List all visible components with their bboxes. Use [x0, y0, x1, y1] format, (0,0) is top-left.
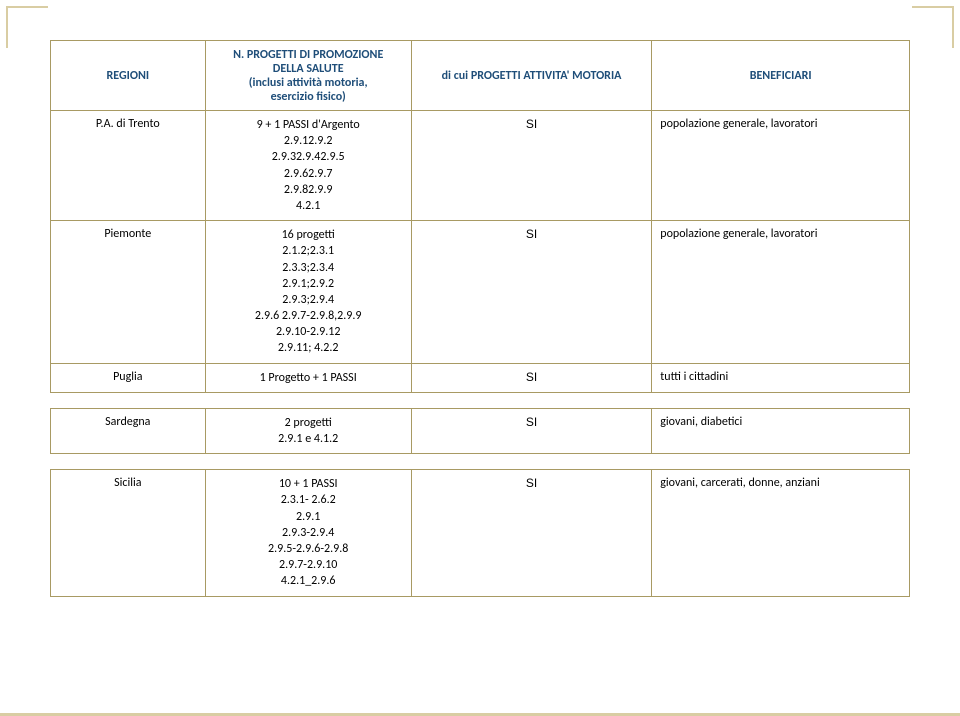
- table-body: P.A. di Trento9 + 1 PASSI d'Argento2.9.1…: [51, 111, 910, 597]
- table-row: Sardegna2 progetti2.9.1 e 4.1.2SIgiovani…: [51, 408, 910, 453]
- cell-beneficiari: popolazione generale, lavoratori: [652, 111, 910, 221]
- table-row: Puglia1 Progetto + 1 PASSISItutti i citt…: [51, 363, 910, 392]
- cell-beneficiari: giovani, diabetici: [652, 408, 910, 453]
- cell-attivita: SI: [411, 221, 652, 364]
- header-regioni: REGIONI: [51, 41, 206, 111]
- spacer-row: [51, 392, 910, 408]
- header-beneficiari: BENEFICIARI: [652, 41, 910, 111]
- cell-attivita: SI: [411, 363, 652, 392]
- cell-progetti: 9 + 1 PASSI d'Argento2.9.12.9.22.9.32.9.…: [205, 111, 411, 221]
- cell-progetti: 10 + 1 PASSI2.3.1- 2.6.22.9.12.9.3-2.9.4…: [205, 470, 411, 596]
- cell-region: Puglia: [51, 363, 206, 392]
- cell-attivita: SI: [411, 470, 652, 596]
- projects-table: REGIONI N. PROGETTI DI PROMOZIONE DELLA …: [50, 40, 910, 597]
- header-progetti: N. PROGETTI DI PROMOZIONE DELLA SALUTE (…: [205, 41, 411, 111]
- cell-region: Sicilia: [51, 470, 206, 596]
- cell-progetti: 1 Progetto + 1 PASSI: [205, 363, 411, 392]
- table-row: Piemonte16 progetti2.1.2;2.3.12.3.3;2.3.…: [51, 221, 910, 364]
- corner-decoration-tr: [912, 6, 954, 48]
- cell-region: Piemonte: [51, 221, 206, 364]
- cell-progetti: 2 progetti2.9.1 e 4.1.2: [205, 408, 411, 453]
- table-row: Sicilia10 + 1 PASSI2.3.1- 2.6.22.9.12.9.…: [51, 470, 910, 596]
- header-attivita: di cui PROGETTI ATTIVITA' MOTORIA: [411, 41, 652, 111]
- corner-decoration-tl: [6, 6, 48, 48]
- cell-region: Sardegna: [51, 408, 206, 453]
- cell-region: P.A. di Trento: [51, 111, 206, 221]
- cell-progetti: 16 progetti2.1.2;2.3.12.3.3;2.3.42.9.1;2…: [205, 221, 411, 364]
- spacer-row: [51, 454, 910, 470]
- cell-beneficiari: giovani, carcerati, donne, anziani: [652, 470, 910, 596]
- cell-beneficiari: tutti i cittadini: [652, 363, 910, 392]
- cell-attivita: SI: [411, 111, 652, 221]
- table-row: P.A. di Trento9 + 1 PASSI d'Argento2.9.1…: [51, 111, 910, 221]
- table-header-row: REGIONI N. PROGETTI DI PROMOZIONE DELLA …: [51, 41, 910, 111]
- cell-beneficiari: popolazione generale, lavoratori: [652, 221, 910, 364]
- cell-attivita: SI: [411, 408, 652, 453]
- page: REGIONI N. PROGETTI DI PROMOZIONE DELLA …: [0, 0, 960, 716]
